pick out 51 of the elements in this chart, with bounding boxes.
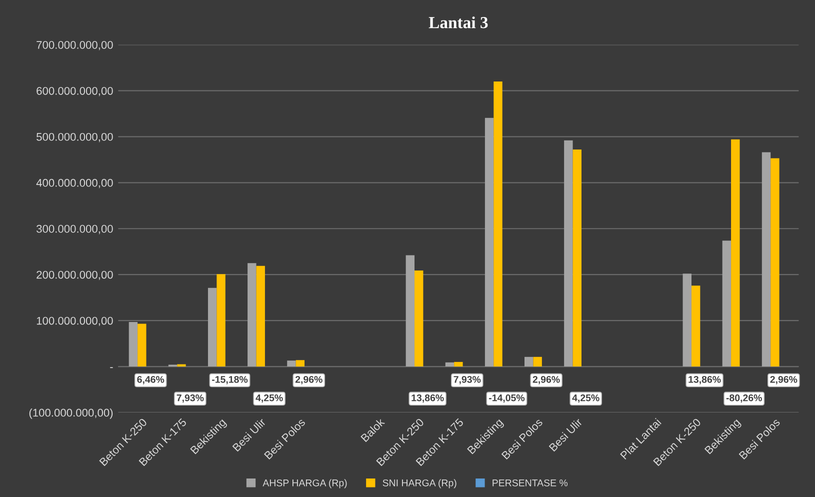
bar [770,158,780,367]
bar [682,274,692,367]
bar [216,274,226,367]
bar [287,360,296,367]
bar [564,140,573,367]
data-label: 2,96% [770,376,798,384]
bar [296,360,305,367]
data-label: -15,18% [212,376,248,384]
data-label: 4,25% [572,394,600,403]
bar [533,356,542,367]
y-tick-label: 300.000.000,00 [36,224,113,234]
legend-label: AHSP HARGA (Rp) [262,479,347,488]
y-tick-label: 500.000.000,00 [36,132,113,142]
bar [762,152,771,367]
y-tick-label: 400.000.000,00 [36,178,113,188]
y-tick-label: 200.000.000,00 [36,270,113,280]
bar [414,270,424,367]
bar [722,240,732,367]
bar [731,139,740,367]
data-label: 13,86% [688,376,721,384]
bar [572,150,582,367]
legend-label: SNI HARGA (Rp) [382,479,456,488]
data-label: -80,26% [726,394,762,403]
data-label: 6,46% [137,376,164,384]
legend-label: PERSENTASE % [492,479,568,486]
bar [406,255,415,367]
data-label: -14,05% [488,394,525,403]
chart-title: Lantai 3 [428,16,488,28]
bar [454,362,463,367]
bar [484,118,494,367]
y-tick-label: - [110,367,113,368]
bar [524,356,534,367]
y-tick-label: 600.000.000,00 [36,86,113,96]
data-label: 2,96% [295,376,322,384]
data-label: 13,86% [412,394,444,403]
bar [248,263,256,367]
data-label: 7,93% [176,394,204,403]
y-tick-label: (100.000.000,00) [29,408,113,419]
data-label: 2,96% [532,376,560,384]
data-label: 4,25% [256,394,283,403]
bar [177,364,186,367]
bar [256,266,265,367]
y-tick-label: 700.000.000,00 [36,40,113,50]
y-tick-label: 100.000.000,00 [36,316,113,326]
bar [128,322,138,367]
data-label: 7,93% [454,376,481,384]
bar [138,324,146,367]
bar [691,286,700,367]
bar [208,288,217,367]
bar [494,82,502,367]
bar [445,362,454,367]
